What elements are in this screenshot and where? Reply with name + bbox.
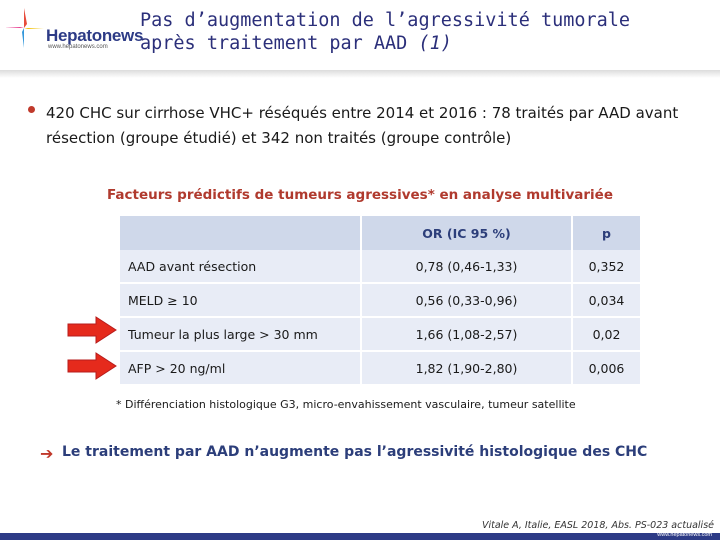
p-value-cell: 0,02 bbox=[592, 326, 621, 342]
factor-cell: Tumeur la plus large > 30 mm bbox=[128, 326, 318, 342]
study-description: 420 CHC sur cirrhose VHC+ réséqués entre… bbox=[46, 104, 679, 147]
or-cell: 0,56 (0,33-0,96) bbox=[415, 292, 518, 308]
hepatonews-logo-icon bbox=[6, 8, 44, 48]
arrow-right-icon bbox=[67, 352, 117, 380]
arrow-right-icon: ➔ bbox=[40, 444, 54, 463]
slide-title-line1: Pas d’augmentation de l’agressivité tumo… bbox=[140, 10, 631, 31]
slide-title-reference: (1) bbox=[418, 33, 452, 54]
table-header-or: OR (IC 95 %) bbox=[362, 216, 571, 250]
table-row bbox=[120, 318, 640, 350]
bullet-dot-icon bbox=[28, 106, 35, 113]
logo-wordmark: Hepatonews bbox=[46, 26, 144, 45]
arrow-right-icon bbox=[67, 316, 117, 344]
factor-cell: AFP > 20 ng/ml bbox=[128, 360, 226, 376]
table-header-cell bbox=[120, 216, 360, 250]
table-footnote: * Différenciation histologique G3, micro… bbox=[116, 398, 576, 411]
factor-cell: AAD avant résection bbox=[128, 258, 257, 274]
factor-cell: MELD ≥ 10 bbox=[128, 292, 198, 308]
citation: Vitale A, Italie, EASL 2018, Abs. PS-023… bbox=[481, 520, 714, 531]
footer-url: www.hepatonews.com bbox=[657, 532, 712, 538]
or-cell: 0,78 (0,46-1,33) bbox=[415, 258, 518, 274]
table-row bbox=[120, 352, 640, 384]
or-cell: 1,82 (1,90-2,80) bbox=[415, 360, 518, 376]
header-divider bbox=[0, 70, 720, 78]
table-divider bbox=[571, 216, 573, 384]
table-title: Facteurs prédictifs de tumeurs agressive… bbox=[107, 187, 613, 203]
slide-title-line2-text: après traitement par AAD bbox=[140, 33, 419, 54]
table-row bbox=[120, 250, 640, 282]
table-row bbox=[120, 284, 640, 316]
conclusion-text: Le traitement par AAD n’augmente pas l’a… bbox=[62, 444, 648, 460]
p-value-cell: 0,352 bbox=[588, 258, 625, 274]
table-header-p: p bbox=[573, 216, 640, 250]
footer-bar bbox=[0, 533, 720, 540]
table-divider bbox=[360, 216, 362, 384]
slide-title-line2: après traitement par AAD (1) bbox=[140, 33, 452, 54]
or-cell: 1,66 (1,08-2,57) bbox=[415, 326, 518, 342]
logo-url: www.hepatonews.com bbox=[48, 44, 108, 50]
p-value-cell: 0,034 bbox=[588, 292, 625, 308]
results-table: OR (IC 95 %) p AAD avant résection 0,78 … bbox=[120, 216, 640, 384]
p-value-cell: 0,006 bbox=[588, 360, 625, 376]
